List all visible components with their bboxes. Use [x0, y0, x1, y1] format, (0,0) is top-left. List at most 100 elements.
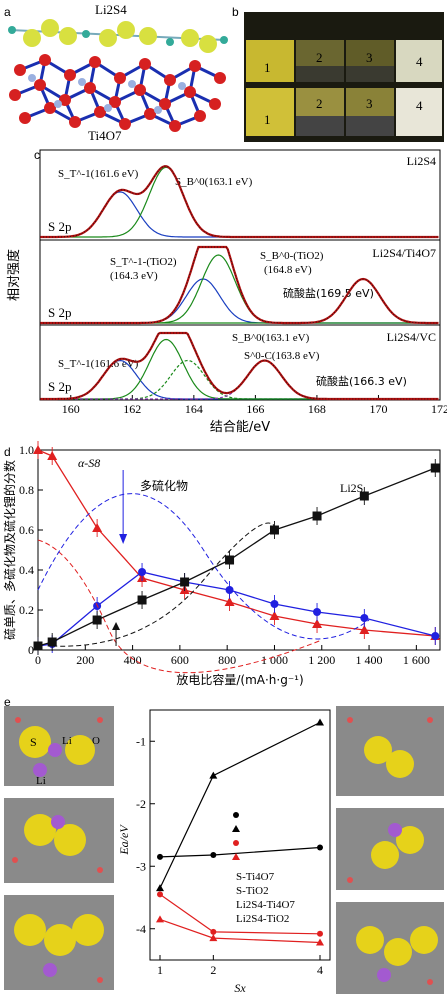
- fraction-y-tick-label-0: 0: [28, 643, 34, 657]
- panel-d-label: d: [4, 445, 11, 459]
- energy-point-3-1: [209, 934, 218, 942]
- energy-line-1: [159, 721, 321, 889]
- energy-ticks: 1 2 4 -1 -2 -3 -4: [136, 734, 323, 977]
- fraction-y-tick-label-3: 0.6: [19, 523, 34, 537]
- fraction-guide-poly: [37, 493, 370, 640]
- fraction-y-tick-label-5: 1.0: [19, 443, 34, 457]
- energy-legend-marker-2: [233, 840, 239, 846]
- energy-point-2-1: [210, 928, 217, 935]
- fraction-x-tick-label-5: 1 000: [261, 653, 288, 667]
- panel-b: b 1 2 3 4 1 2 3 4: [230, 0, 447, 145]
- xps-ann-3c: S^0-C(163.8 eV): [244, 350, 320, 362]
- atom-label-li-1: Li: [62, 735, 72, 747]
- xps-ann-3d: 硫酸盐(166.3 eV): [316, 374, 407, 388]
- vial-label-1-top: 1: [264, 60, 271, 75]
- xps-sample-2: Li2S4/Ti4O7: [372, 246, 436, 260]
- fraction-plot-frame: [37, 449, 441, 651]
- fraction-point-1-6: [270, 600, 279, 608]
- fraction-x-tick-label-3: 600: [171, 653, 189, 667]
- xps-ann-2b: (164.3 eV): [110, 270, 158, 282]
- energy-x-tick-label-2: 4: [317, 963, 323, 977]
- xps-ann-3b: S_B^0(163.1 eV): [232, 332, 310, 344]
- fraction-point-0-6: [269, 611, 280, 620]
- li2s4-label: Li2S4: [95, 2, 127, 17]
- energy-legend-marker-0: [233, 812, 239, 818]
- vial-label-1-bottom: 1: [264, 112, 271, 127]
- xps-tick-label-2: 164: [185, 402, 203, 416]
- fraction-x-tick-label-8: 1 600: [403, 653, 430, 667]
- oxygen-atoms: [9, 54, 226, 132]
- fraction-line-1: [37, 571, 436, 647]
- energy-x-tick-label-1: 2: [210, 963, 216, 977]
- energy-point-1-1: [209, 771, 218, 779]
- energy-point-0-0: [157, 853, 163, 860]
- fraction-line-0: [37, 449, 436, 637]
- fraction-point-1-3: [138, 568, 147, 576]
- energy-point-0-1: [210, 852, 217, 858]
- vial-label-4-bottom: 4: [416, 98, 423, 113]
- fraction-ann-li2s: Li2S: [340, 481, 363, 495]
- xps-ann-2c: S_B^0-(TiO2): [260, 250, 324, 262]
- xps-ann-2a: S_T^-1-(TiO2): [110, 256, 177, 268]
- fraction-point-0-1: [47, 451, 58, 460]
- energy-point-1-0: [156, 884, 164, 892]
- energy-y-tick-label-0: -1: [136, 734, 146, 748]
- energy-y-tick-label-1: -2: [136, 797, 146, 811]
- fraction-point-1-9: [431, 632, 440, 640]
- energy-legend-3: Li2S4-Ti4O7: [236, 899, 295, 911]
- panel-e-figure: e S Li O Li: [4, 695, 444, 995]
- energy-x-tick-label-0: 1: [157, 963, 163, 977]
- energy-x-axis-label: Sx: [234, 981, 246, 995]
- xps-tick-label-5: 170: [369, 402, 387, 416]
- panel-a: a Li2S4: [0, 0, 230, 145]
- xps-tick-label-3: 166: [246, 402, 264, 416]
- panel-a-label: a: [4, 5, 11, 19]
- li2s4-molecules: [8, 19, 228, 53]
- xps-plot-frame: [39, 149, 441, 401]
- panel-c-label: c: [34, 148, 40, 162]
- fraction-ann-s8: α-S8: [78, 456, 100, 470]
- fraction-point-2-7: [312, 511, 322, 521]
- energy-y-tick-label-2: -3: [136, 859, 146, 873]
- xps-tick-label-6: 172: [431, 402, 447, 416]
- fraction-x-tick-label-2: 400: [124, 653, 142, 667]
- vials-row-bottom: [246, 88, 442, 136]
- fraction-ann-poly: 多硫化物: [140, 478, 188, 493]
- xps-sample-3: Li2S4/VC: [387, 330, 436, 344]
- xps-x-axis-label: 结合能/eV: [210, 420, 270, 435]
- energy-chart: Ea/eV Sx S-Ti4O7 S-TiO2 Li2S4-Ti4O7 Li2S…: [117, 709, 331, 995]
- xps-core-1: S 2p: [48, 219, 71, 234]
- fraction-point-2-2: [92, 615, 102, 625]
- fraction-point-2-3: [137, 595, 147, 605]
- fraction-point-1-8: [360, 614, 369, 622]
- fraction-ticks: 0 200 400 600 800 1 000 1 200 1 400 1 600 0 0.2 0.4…: [19, 443, 430, 667]
- xps-core-3: S 2p: [48, 379, 71, 394]
- vial-photos: b 1 2 3 4 1 2 3 4: [232, 5, 444, 142]
- xps-tick-label-0: 160: [62, 402, 80, 416]
- fraction-x-tick-label-0: 0: [35, 653, 41, 667]
- xps-ann-2e: 硫酸盐(169.5 eV): [283, 286, 374, 300]
- fraction-point-0-7: [312, 619, 323, 628]
- energy-legend-marker-3: [232, 853, 240, 860]
- atom-label-o: O: [92, 735, 100, 747]
- energy-y-tick-label-3: -4: [136, 922, 146, 936]
- fraction-arrow-li2s-head: [112, 622, 121, 630]
- xps-ann-1b: S_B^0(163.1 eV): [175, 176, 253, 188]
- xps-raw-1: [40, 246, 439, 324]
- energy-legend-4: Li2S4-TiO2: [236, 913, 289, 925]
- fraction-curves: [33, 441, 441, 674]
- energy-point-2-0: [157, 891, 163, 898]
- energy-point-1-2: [316, 718, 324, 726]
- vial-label-3-top: 3: [366, 50, 373, 65]
- energy-line-0: [159, 846, 321, 858]
- xps-ann-1a: S_T^-1(161.6 eV): [58, 168, 139, 180]
- vials-row-top: [246, 40, 442, 82]
- fraction-x-tick-label-1: 200: [76, 653, 94, 667]
- panel-c: c 相对强度 结合能/eV Li2S4 Li2S4/Ti4O7 Li2S4/VC…: [0, 145, 447, 440]
- vial-label-4-top: 4: [416, 54, 423, 69]
- fraction-arrow-poly-head: [119, 534, 128, 544]
- energy-legend-markers: [232, 812, 240, 860]
- fraction-y-axis-label: 硫单质、多硫化物及硫化锂的分数: [2, 460, 17, 640]
- fraction-x-tick-label-4: 800: [218, 653, 236, 667]
- energy-legend-1: S-Ti4O7: [236, 871, 275, 883]
